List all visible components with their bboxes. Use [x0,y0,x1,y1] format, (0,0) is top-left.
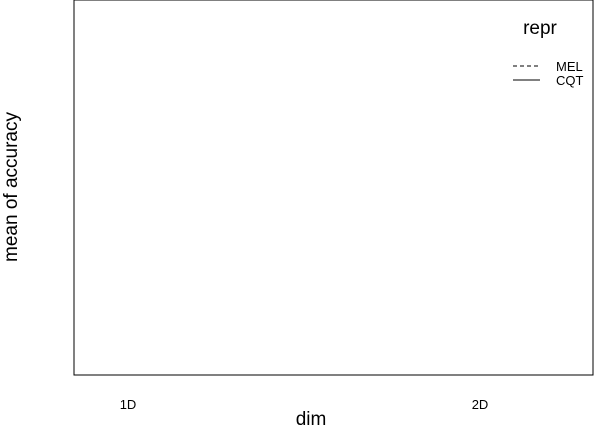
legend-label-cqt: CQT [556,73,584,88]
x-axis: 1D 2D [120,397,489,412]
x-tick-label: 1D [120,397,137,412]
x-axis-title: dim [296,409,327,429]
legend-title: repr [523,18,557,39]
x-tick-label: 2D [472,397,489,412]
legend-label-mel: MEL [556,59,583,74]
y-axis-title: mean of accuracy [1,112,22,262]
plot-frame [73,0,594,376]
